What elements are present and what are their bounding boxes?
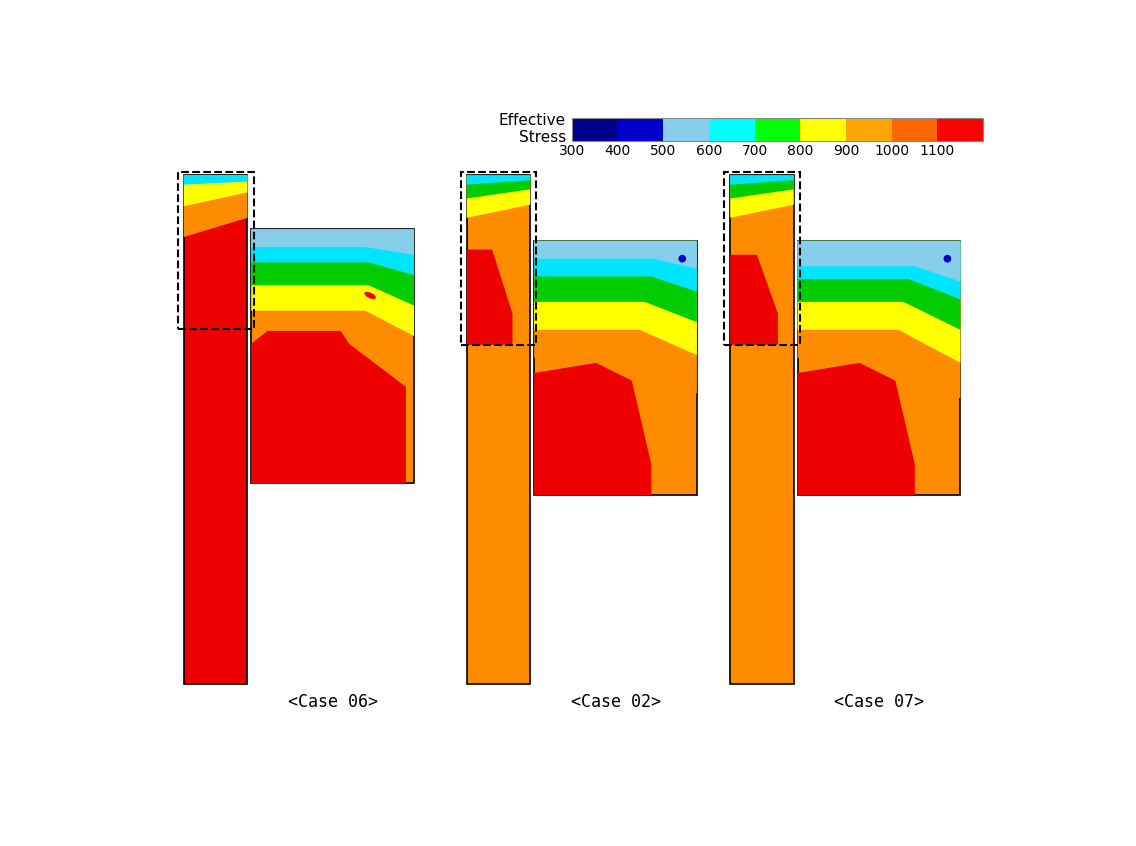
Text: 600: 600 — [696, 144, 722, 158]
Polygon shape — [184, 175, 248, 206]
Bar — [892, 118, 937, 140]
Circle shape — [678, 255, 686, 262]
Text: 700: 700 — [742, 144, 768, 158]
Polygon shape — [534, 241, 696, 393]
Text: <Case 02>: <Case 02> — [570, 693, 660, 711]
Bar — [724, 172, 800, 345]
Polygon shape — [730, 255, 778, 345]
Polygon shape — [730, 175, 794, 217]
Polygon shape — [184, 175, 248, 184]
Polygon shape — [251, 229, 414, 336]
Bar — [177, 172, 253, 329]
Text: 800: 800 — [787, 144, 813, 158]
Polygon shape — [251, 229, 414, 255]
Polygon shape — [797, 241, 960, 398]
Polygon shape — [467, 175, 531, 217]
Polygon shape — [730, 175, 794, 199]
Bar — [618, 118, 663, 140]
Bar — [663, 118, 709, 140]
Bar — [754, 118, 801, 140]
Text: 1100: 1100 — [920, 144, 955, 158]
Text: 400: 400 — [604, 144, 630, 158]
Ellipse shape — [365, 292, 376, 299]
Bar — [460, 172, 536, 345]
Text: Effective
Stress: Effective Stress — [499, 113, 566, 146]
Bar — [846, 118, 892, 140]
Polygon shape — [251, 229, 414, 305]
Text: 900: 900 — [833, 144, 859, 158]
Circle shape — [944, 255, 951, 262]
Bar — [467, 175, 531, 684]
Text: 500: 500 — [650, 144, 677, 158]
Polygon shape — [797, 363, 914, 495]
Bar — [709, 118, 754, 140]
Text: <Case 07>: <Case 07> — [834, 693, 924, 711]
Polygon shape — [251, 229, 414, 275]
Bar — [801, 118, 846, 140]
Polygon shape — [730, 175, 794, 184]
Polygon shape — [184, 175, 248, 237]
Text: 1000: 1000 — [874, 144, 909, 158]
Polygon shape — [467, 250, 512, 345]
Polygon shape — [534, 363, 651, 495]
Polygon shape — [251, 331, 406, 483]
Bar — [184, 175, 248, 684]
Bar — [534, 241, 696, 495]
Text: 300: 300 — [559, 144, 585, 158]
Polygon shape — [797, 241, 960, 363]
Bar — [573, 118, 983, 140]
Polygon shape — [467, 175, 531, 199]
Bar — [797, 241, 960, 495]
Polygon shape — [797, 241, 960, 330]
Polygon shape — [797, 241, 960, 299]
Bar — [251, 229, 414, 483]
Bar — [730, 175, 794, 684]
Polygon shape — [534, 241, 696, 355]
Polygon shape — [534, 241, 696, 269]
Polygon shape — [467, 175, 531, 184]
Bar — [937, 118, 983, 140]
Polygon shape — [534, 241, 696, 292]
Bar — [573, 118, 618, 140]
Text: <Case 06>: <Case 06> — [287, 693, 377, 711]
Polygon shape — [797, 241, 960, 282]
Polygon shape — [534, 241, 696, 322]
